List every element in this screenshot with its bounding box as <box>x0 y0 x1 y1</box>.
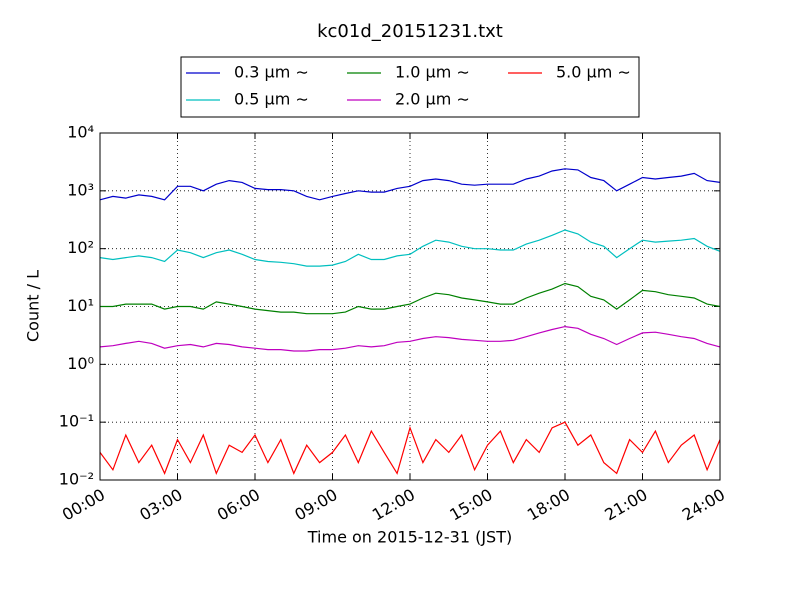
series-line <box>100 282 721 315</box>
x-tick-label: 15:00 <box>446 485 495 525</box>
x-axis-label: Time on 2015-12-31 (JST) <box>307 528 512 547</box>
series-line <box>99 421 721 476</box>
legend-label: 1.0 μm ∼ <box>395 63 470 82</box>
x-tick-label: 24:00 <box>679 485 728 525</box>
y-axis-label: Count / L <box>24 270 43 342</box>
legend-label: 5.0 μm ∼ <box>556 63 631 82</box>
x-tick-label: 12:00 <box>369 485 418 525</box>
x-tick-label: 06:00 <box>214 485 263 525</box>
series-line <box>99 325 721 352</box>
y-tick-label: 10⁰ <box>67 354 94 373</box>
series-line <box>99 229 721 267</box>
y-tick-label: 10⁴ <box>67 123 94 142</box>
x-tick-label: 18:00 <box>524 485 573 525</box>
y-tick-label: 10² <box>67 238 94 257</box>
legend-box <box>180 56 640 118</box>
plot-frame <box>99 132 721 481</box>
y-tick-label: 10⁻² <box>59 470 94 489</box>
x-tick-label: 03:00 <box>136 485 185 525</box>
y-tick-label: 10⁻¹ <box>59 412 94 431</box>
legend-label: 0.3 μm ∼ <box>234 63 309 82</box>
x-tick-label: 21:00 <box>601 485 650 525</box>
x-tick-label: 09:00 <box>291 485 340 525</box>
y-tick-label: 10³ <box>67 180 94 199</box>
chart-title: kc01d_20151231.txt <box>317 21 503 42</box>
y-tick-label: 10¹ <box>67 296 94 315</box>
x-tick-label: 00:00 <box>59 485 108 525</box>
legend-label: 2.0 μm ∼ <box>395 90 470 109</box>
legend-label: 0.5 μm ∼ <box>234 90 309 109</box>
series-line <box>99 168 721 201</box>
